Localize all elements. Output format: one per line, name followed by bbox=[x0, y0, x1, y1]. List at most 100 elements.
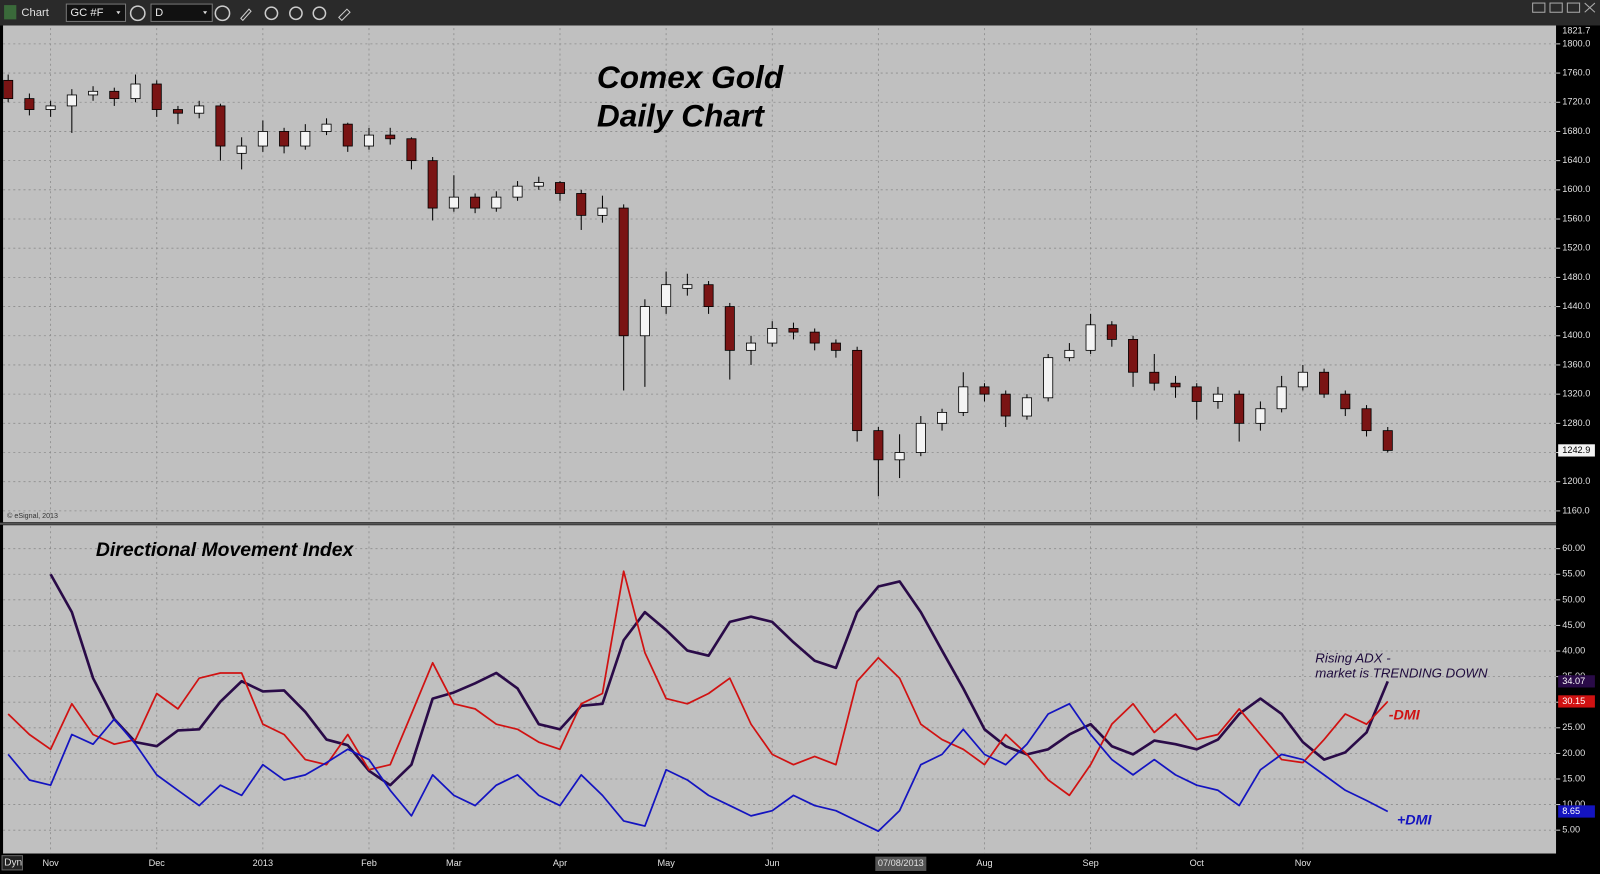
restore-button[interactable] bbox=[1532, 2, 1546, 13]
minimize-button[interactable] bbox=[1549, 2, 1563, 13]
play-button[interactable] bbox=[289, 6, 303, 21]
candle-body bbox=[618, 207, 629, 337]
candle-body bbox=[597, 207, 608, 216]
cursor-label: 07/08/2013 bbox=[878, 858, 924, 868]
candle-body bbox=[852, 349, 863, 432]
value-axis-area bbox=[1556, 25, 1600, 854]
y-tick-label: 1600.0 bbox=[1562, 184, 1590, 194]
candle-body bbox=[172, 109, 183, 114]
candle-body bbox=[66, 94, 77, 107]
candle-body bbox=[809, 331, 820, 344]
candle-body bbox=[554, 182, 565, 194]
candle-body bbox=[682, 284, 693, 289]
candle-body bbox=[1128, 339, 1139, 373]
last-value-box bbox=[1558, 444, 1595, 457]
candle-body bbox=[406, 138, 417, 162]
x-tick-label: Apr bbox=[553, 858, 567, 868]
y-tick-label: 20.00 bbox=[1562, 748, 1585, 758]
symbol-box[interactable] bbox=[65, 3, 127, 22]
y-limit-label: 1821.7 bbox=[1562, 26, 1590, 36]
symbol[interactable]: GC #F bbox=[70, 7, 103, 19]
last-value-label: 34.07 bbox=[1562, 676, 1585, 686]
interval[interactable]: D bbox=[155, 7, 163, 19]
time-axis-area bbox=[0, 853, 1600, 874]
candle-body bbox=[1043, 357, 1054, 399]
y-tick-label: 1320.0 bbox=[1562, 389, 1590, 399]
price-panel bbox=[3, 25, 1557, 523]
last-value-box bbox=[1558, 805, 1595, 818]
x-tick-label: Oct bbox=[1190, 858, 1205, 868]
maximize-button[interactable] bbox=[1566, 2, 1581, 13]
candle-body bbox=[448, 196, 459, 209]
refresh-button[interactable] bbox=[264, 6, 279, 21]
candle-body bbox=[257, 131, 268, 147]
annotation: market is TRENDING DOWN bbox=[1315, 666, 1488, 681]
candle-body bbox=[1297, 371, 1308, 388]
close-button[interactable] bbox=[1584, 2, 1596, 13]
last-value-box bbox=[1558, 675, 1595, 688]
candle-body bbox=[1085, 324, 1096, 351]
dropdown-arrow bbox=[116, 11, 121, 15]
x-tick-label: Jun bbox=[765, 858, 780, 868]
mode-box[interactable] bbox=[1, 855, 23, 871]
toolbar bbox=[0, 0, 1600, 26]
x-tick-label: Dec bbox=[149, 858, 166, 868]
candle-body bbox=[1255, 408, 1266, 424]
candle-body bbox=[151, 83, 162, 110]
candle-body bbox=[363, 134, 374, 147]
candle-body bbox=[533, 182, 544, 187]
chart-icon bbox=[4, 5, 17, 20]
y-tick-label: 1520.0 bbox=[1562, 243, 1590, 253]
candle-body bbox=[1000, 393, 1011, 417]
candle-body bbox=[958, 386, 969, 413]
candle-body bbox=[1064, 349, 1075, 359]
y-tick-label: 1720.0 bbox=[1562, 97, 1590, 107]
candle-body bbox=[1234, 393, 1245, 424]
y-tick-label: 1800.0 bbox=[1562, 38, 1590, 48]
candle-body bbox=[661, 284, 672, 307]
y-tick-label: 1480.0 bbox=[1562, 272, 1590, 282]
y-tick-label: 1760.0 bbox=[1562, 67, 1590, 77]
candle-body bbox=[109, 90, 120, 100]
cursor-label-box bbox=[875, 856, 927, 871]
interval-box[interactable] bbox=[150, 3, 213, 22]
tool-button[interactable] bbox=[338, 8, 351, 22]
y-tick-label: 60.00 bbox=[1562, 543, 1585, 553]
clock-button[interactable] bbox=[214, 5, 231, 22]
draw-button[interactable] bbox=[240, 8, 252, 22]
candle-body bbox=[3, 79, 14, 100]
y-tick-label: 40.00 bbox=[1562, 645, 1585, 655]
candle-body bbox=[767, 328, 778, 344]
candle-body bbox=[937, 411, 948, 424]
settings-button[interactable] bbox=[129, 5, 146, 22]
y-tick-label: 5.00 bbox=[1562, 825, 1580, 835]
last-value-box bbox=[1558, 695, 1595, 708]
candle-body bbox=[873, 430, 884, 461]
dmi-line bbox=[49, 573, 1389, 787]
candle-body bbox=[915, 422, 926, 453]
candle-body bbox=[1319, 371, 1330, 395]
zoom-button[interactable] bbox=[312, 6, 327, 21]
series-label: -DMI bbox=[1389, 708, 1421, 724]
candle-body bbox=[746, 342, 757, 351]
y-tick-label: 1200.0 bbox=[1562, 476, 1590, 486]
y-tick-label: 25.00 bbox=[1562, 722, 1585, 732]
candle-body bbox=[1106, 324, 1117, 340]
series-label: +DMI bbox=[1397, 813, 1433, 829]
dmi-line bbox=[7, 702, 1389, 833]
y-tick-label: 1640.0 bbox=[1562, 155, 1590, 165]
candle-body bbox=[1170, 382, 1181, 388]
dmi-line bbox=[7, 570, 1389, 797]
candle-body bbox=[236, 145, 247, 154]
candle-body bbox=[1340, 393, 1351, 410]
candle-body bbox=[491, 196, 502, 209]
chart-title: Comex Gold bbox=[597, 59, 784, 95]
candle-body bbox=[470, 196, 481, 209]
chart-subtitle: Daily Chart bbox=[597, 98, 765, 134]
annotation: Rising ADX - bbox=[1315, 650, 1391, 665]
last-value-label: 30.15 bbox=[1562, 696, 1585, 706]
candle-body bbox=[1149, 371, 1160, 384]
mode[interactable]: Dyn bbox=[4, 857, 22, 868]
